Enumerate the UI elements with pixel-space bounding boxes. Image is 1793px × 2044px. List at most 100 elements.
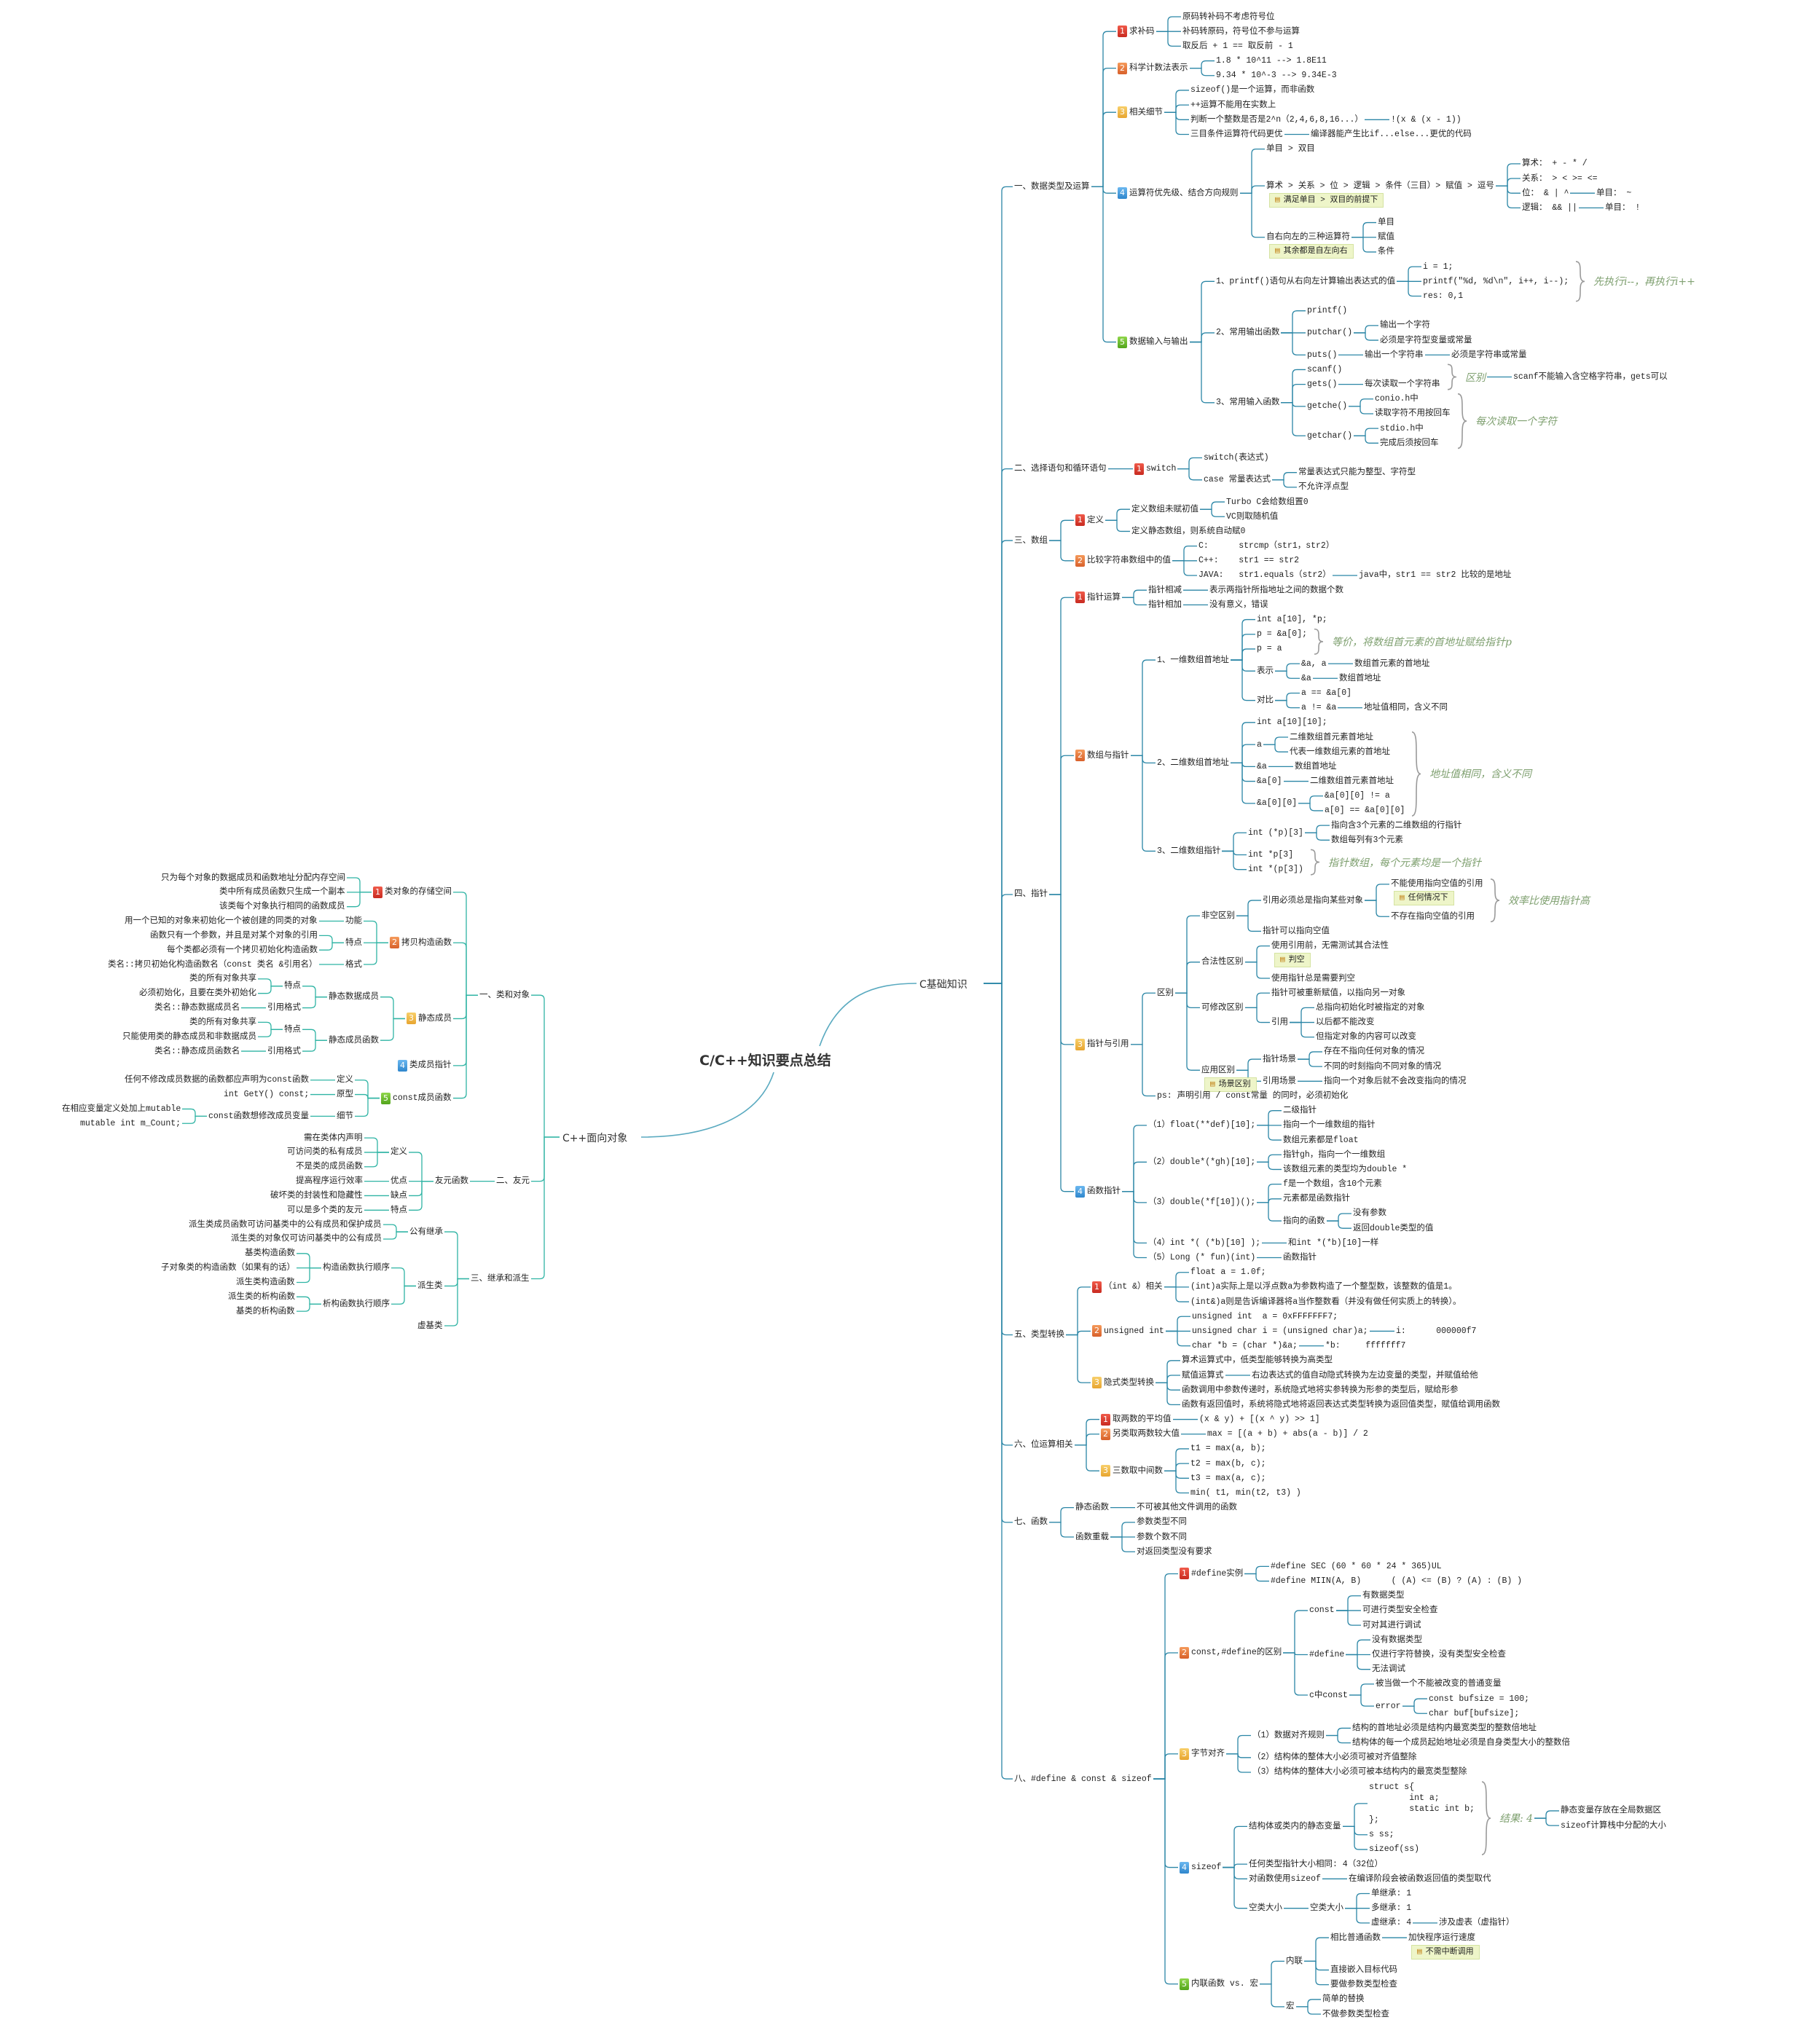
- mindmap-node[interactable]: 1 指针运算: [1075, 591, 1121, 604]
- note-box[interactable]: ▤ 不需中断调用: [1411, 1944, 1480, 1960]
- main-topic-c-basics[interactable]: C基础知识: [919, 979, 968, 991]
- mindmap-node[interactable]: 输出一个字符: [1380, 320, 1430, 331]
- mindmap-node[interactable]: 指向一个对象后就不会改变指向的情况: [1324, 1076, 1467, 1087]
- mindmap-node[interactable]: 七、函数: [1014, 1517, 1048, 1528]
- mindmap-node[interactable]: unsigned char i = (unsigned char)a;: [1192, 1326, 1368, 1337]
- mindmap-node[interactable]: 基类构造函数: [245, 1248, 295, 1259]
- mindmap-node[interactable]: 破坏类的封装性和隐藏性: [270, 1190, 363, 1201]
- mindmap-node[interactable]: 可进行类型安全检查: [1362, 1605, 1438, 1616]
- mindmap-node[interactable]: 区别: [1157, 988, 1174, 999]
- mindmap-node[interactable]: p = &a[0];: [1257, 629, 1307, 640]
- central-topic[interactable]: C/C++知识要点总结: [699, 1053, 831, 1069]
- mindmap-node[interactable]: 1 switch: [1134, 463, 1176, 475]
- mindmap-node[interactable]: const: [1309, 1605, 1335, 1616]
- mindmap-node[interactable]: 关系： > < >= <=: [1522, 173, 1598, 184]
- mindmap-node[interactable]: 1 求补码: [1118, 25, 1155, 38]
- mindmap-node[interactable]: 2 科学计数法表示: [1118, 62, 1188, 74]
- mindmap-node[interactable]: 非空区别: [1201, 911, 1235, 921]
- mindmap-node[interactable]: #define: [1309, 1649, 1344, 1660]
- mindmap-node[interactable]: 数组首地址: [1295, 761, 1337, 772]
- mindmap-node[interactable]: 类中所有成员函数只生成一个副本: [219, 887, 345, 897]
- mindmap-node[interactable]: 完成后须按回车: [1380, 438, 1439, 449]
- mindmap-node[interactable]: 二维数组首元素首地址: [1290, 732, 1373, 743]
- mindmap-node[interactable]: max = [(a + b) + abs(a - b)] / 2: [1207, 1428, 1368, 1439]
- mindmap-node[interactable]: &a[0]: [1257, 776, 1282, 787]
- mindmap-node[interactable]: 派生类构造函数: [236, 1277, 295, 1288]
- mindmap-node[interactable]: 不能使用指向空值的引用: [1391, 878, 1483, 889]
- mindmap-node[interactable]: min( t1, min(t2, t3) ): [1190, 1487, 1301, 1498]
- note-box[interactable]: ▤ 任何情况下: [1394, 891, 1454, 906]
- mindmap-node[interactable]: 4 sizeof: [1180, 1861, 1221, 1874]
- mindmap-node[interactable]: &a, a: [1301, 659, 1327, 669]
- mindmap-node[interactable]: 函数重载: [1075, 1532, 1109, 1543]
- mindmap-node[interactable]: 5 数据输入与输出: [1118, 336, 1188, 348]
- mindmap-node[interactable]: 对返回类型没有要求: [1137, 1546, 1212, 1557]
- mindmap-node[interactable]: s ss;: [1369, 1829, 1394, 1840]
- mindmap-node[interactable]: 取反后 + 1 == 取反前 - 1: [1182, 41, 1293, 52]
- mindmap-node[interactable]: 友元函数: [435, 1176, 468, 1187]
- mindmap-node[interactable]: 只能使用类的静态成员和非数据成员: [122, 1031, 256, 1042]
- mindmap-node[interactable]: 指针可以指向空值: [1263, 926, 1330, 937]
- mindmap-node[interactable]: 指针相加: [1148, 600, 1182, 610]
- mindmap-node[interactable]: 类的所有对象共享: [189, 1017, 256, 1028]
- mindmap-node[interactable]: scanf不能输入含空格字符串，gets可以: [1513, 372, 1668, 382]
- mindmap-node[interactable]: 二、选择语句和循环语句: [1014, 463, 1107, 474]
- mindmap-node[interactable]: 函数指针: [1283, 1252, 1317, 1263]
- mindmap-node[interactable]: 不可被其他文件调用的函数: [1137, 1502, 1237, 1513]
- mindmap-node[interactable]: 二维数组首元素首地址: [1310, 776, 1394, 787]
- mindmap-node[interactable]: 没有参数: [1353, 1208, 1386, 1219]
- mindmap-node[interactable]: 原码转补码不考虑符号位: [1182, 12, 1275, 23]
- mindmap-node[interactable]: error: [1376, 1701, 1401, 1712]
- mindmap-node[interactable]: a: [1257, 739, 1262, 750]
- mindmap-node[interactable]: 引用场景: [1263, 1076, 1296, 1087]
- mindmap-node[interactable]: 类名::静态数据成员名: [154, 1002, 240, 1013]
- mindmap-node[interactable]: const bufsize = 100;: [1429, 1694, 1529, 1705]
- mindmap-node[interactable]: 特点: [391, 1205, 407, 1216]
- mindmap-node[interactable]: puts(): [1307, 350, 1337, 361]
- mindmap-node[interactable]: 4 类成员指针: [398, 1059, 452, 1072]
- mindmap-node[interactable]: 2 比较字符串数组中的值: [1075, 554, 1171, 567]
- summary-label[interactable]: 先执行i--，再执行i++: [1593, 276, 1695, 288]
- mindmap-node[interactable]: 和int *(*b)[10]一样: [1288, 1238, 1378, 1249]
- mindmap-node[interactable]: stdio.h中: [1380, 423, 1424, 434]
- mindmap-node[interactable]: C: strcmp（str1，str2）: [1198, 541, 1334, 551]
- mindmap-node[interactable]: 派生类的对象仅可访问基类中的公有成员: [231, 1233, 382, 1244]
- mindmap-node[interactable]: 定义静态数组，则系统自动赋0: [1131, 526, 1245, 537]
- mindmap-node[interactable]: 2 拷贝构造函数: [390, 937, 452, 949]
- mindmap-node[interactable]: 1 取两数的平均值: [1101, 1413, 1172, 1426]
- mindmap-node[interactable]: 静态函数: [1075, 1502, 1109, 1513]
- mindmap-node[interactable]: unsigned int a = 0xFFFFFFF7;: [1192, 1311, 1338, 1322]
- mindmap-node[interactable]: getchar(): [1307, 431, 1352, 441]
- mindmap-node[interactable]: 赋值: [1378, 232, 1394, 243]
- mindmap-node[interactable]: f是一个数组，含10个元素: [1283, 1179, 1382, 1190]
- note-box[interactable]: ▤ 场景区别: [1204, 1077, 1257, 1092]
- mindmap-node[interactable]: 类名::静态成员函数名: [154, 1046, 240, 1057]
- mindmap-node[interactable]: 格式: [345, 959, 362, 970]
- mindmap-node[interactable]: 可修改区别: [1201, 1002, 1244, 1013]
- mindmap-node[interactable]: 使用指针总是需要判空: [1271, 973, 1355, 984]
- mindmap-node[interactable]: sizeof()是一个运算，而非函数: [1190, 84, 1314, 95]
- mindmap-node[interactable]: 函数调用中参数传递时，系统隐式地将实参转换为形参的类型后，赋给形参: [1182, 1385, 1459, 1396]
- mindmap-node[interactable]: 单目: [1378, 217, 1394, 228]
- mindmap-node[interactable]: 空类大小: [1310, 1903, 1343, 1914]
- mindmap-node[interactable]: 使用引用前，无需测试其合法性: [1271, 940, 1389, 951]
- mindmap-node[interactable]: 任何不修改成员数据的函数都应声明为const函数: [125, 1074, 309, 1085]
- mindmap-node[interactable]: 三、继承和派生: [471, 1273, 530, 1284]
- mindmap-node[interactable]: 空类大小: [1249, 1903, 1282, 1914]
- mindmap-node[interactable]: i: 000000f7: [1396, 1326, 1476, 1337]
- mindmap-node[interactable]: 五、类型转换: [1014, 1329, 1064, 1340]
- mindmap-node[interactable]: 指针相减: [1148, 585, 1182, 596]
- mindmap-node[interactable]: 2、二维数组首地址: [1157, 758, 1229, 769]
- mindmap-node[interactable]: 自右向左的三种运算符: [1266, 232, 1350, 243]
- mindmap-node[interactable]: 三目条件运算符代码更优: [1190, 129, 1283, 140]
- mindmap-node[interactable]: 一、数据类型及运算: [1014, 181, 1090, 192]
- mindmap-node[interactable]: 特点: [284, 980, 301, 991]
- mindmap-node[interactable]: 引用格式: [267, 1046, 301, 1057]
- mindmap-node[interactable]: putchar(): [1307, 327, 1352, 338]
- mindmap-node[interactable]: 输出一个字符串: [1365, 350, 1424, 361]
- mindmap-node[interactable]: 可对其进行调试: [1362, 1620, 1421, 1631]
- mindmap-node[interactable]: 该类每个对象执行相同的函数成员: [219, 901, 345, 912]
- mindmap-node[interactable]: 以后都不能改变: [1316, 1017, 1375, 1028]
- mindmap-node[interactable]: 用一个已知的对象来初始化一个被创建的同类的对象: [125, 916, 318, 927]
- mindmap-node[interactable]: res: 0,1: [1423, 291, 1463, 302]
